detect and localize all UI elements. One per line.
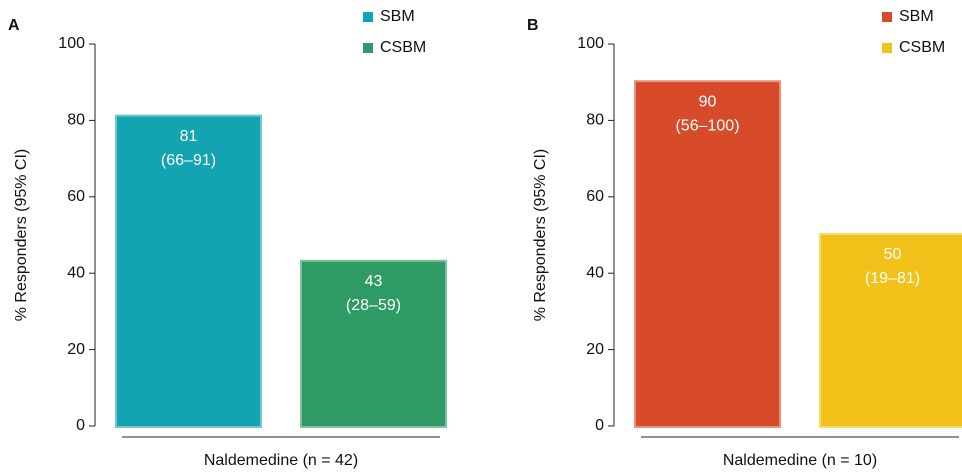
y-tick-label: 40 <box>586 264 604 281</box>
y-axis-label: % Responders (95% CI) <box>532 149 549 322</box>
y-axis-label: % Responders (95% CI) <box>13 149 30 322</box>
legend-label: SBM <box>899 8 934 25</box>
y-tick-label: 20 <box>67 341 85 358</box>
bar-value-label: 43 <box>365 273 383 290</box>
legend-swatch <box>363 12 373 22</box>
bar-ci-label: (28–59) <box>346 297 401 314</box>
bar-ci-label: (66–91) <box>161 152 216 169</box>
panel-label: B <box>527 17 539 34</box>
bar-ci-label: (56–100) <box>675 117 739 134</box>
y-tick-label: 0 <box>76 417 85 434</box>
bar-value-label: 90 <box>699 93 717 110</box>
legend-swatch <box>363 43 373 53</box>
bar <box>634 80 781 428</box>
y-tick-label: 80 <box>586 112 604 129</box>
y-tick-label: 80 <box>67 112 85 129</box>
y-tick-label: 0 <box>595 417 604 434</box>
bar-value-label: 81 <box>180 128 198 145</box>
bar <box>300 259 447 428</box>
legend-label: CSBM <box>899 39 945 56</box>
legend-swatch <box>882 12 892 22</box>
y-tick-label: 60 <box>586 188 604 205</box>
bar-value-label: 50 <box>884 246 902 263</box>
legend-label: CSBM <box>380 39 426 56</box>
panel-label: A <box>8 17 20 34</box>
y-tick-label: 20 <box>586 341 604 358</box>
x-category-label: Naldemedine (n = 42) <box>204 452 358 469</box>
y-tick-label: 40 <box>67 264 85 281</box>
bar <box>819 233 962 428</box>
y-tick-label: 100 <box>58 35 85 52</box>
y-tick-label: 60 <box>67 188 85 205</box>
legend-swatch <box>882 43 892 53</box>
y-tick-label: 100 <box>577 35 604 52</box>
x-category-label: Naldemedine (n = 10) <box>723 452 877 469</box>
bar-ci-label: (19–81) <box>865 270 920 287</box>
legend-label: SBM <box>380 8 415 25</box>
bar <box>115 114 262 429</box>
